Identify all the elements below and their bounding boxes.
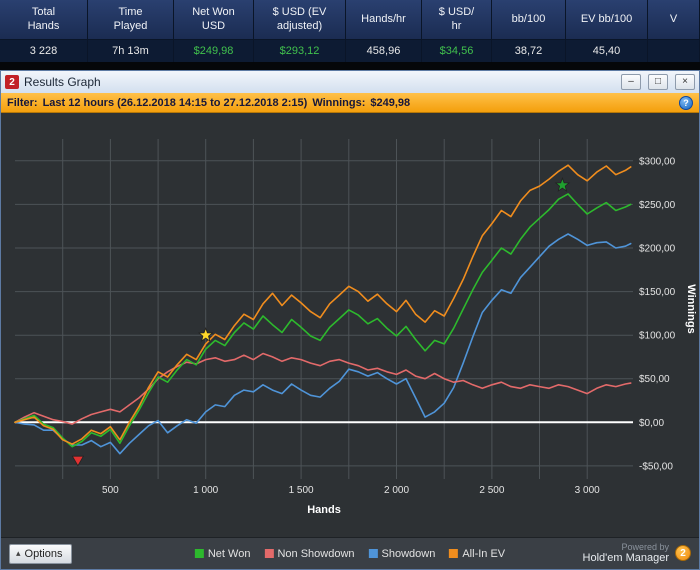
star-marker [554, 177, 571, 192]
winnings-graph: 500 1 000 1 500 2 000 2 500 3 000 -$50,00 $0,00… [14, 139, 676, 496]
stats-value-5: $34,56 [422, 40, 492, 62]
stats-column-header-2[interactable]: Net Won USD [174, 0, 254, 40]
window-title: Results Graph [24, 75, 101, 89]
x-axis-label: Hands [307, 504, 341, 516]
hm2-app-icon-text: 2 [9, 76, 15, 88]
y-axis-label: Winnings [685, 284, 697, 334]
x-tick-label: 500 [102, 485, 119, 496]
stats-value-7: 45,40 [566, 40, 648, 62]
y-tick-label: $100,00 [639, 331, 676, 342]
stats-column-header-4[interactable]: Hands/hr [346, 0, 422, 40]
y-tick-label: $200,00 [639, 244, 676, 255]
stats-value-6: 38,72 [492, 40, 566, 62]
winnings-value: $249,98 [370, 96, 411, 109]
powered-by: Powered by Hold'em Manager 2 [582, 541, 691, 565]
legend-swatch-net-won [194, 549, 204, 558]
y-tick-label: -$50,00 [639, 461, 673, 472]
y-tick-label: $50,00 [639, 374, 670, 385]
stats-column-header-8[interactable]: V [648, 0, 700, 40]
stats-value-1: 7h 13m [88, 40, 174, 62]
filter-range-text: Last 12 hours (26.12.2018 14:15 to 27.12… [42, 96, 308, 109]
powered-by-text: Powered by Hold'em Manager [582, 541, 669, 565]
series-non-showdown [14, 352, 632, 425]
y-tick-label: $250,00 [639, 200, 676, 211]
x-tick-label: 1 500 [289, 485, 314, 496]
stats-value-2: $249,98 [174, 40, 254, 62]
hm2-app-icon: 2 [5, 75, 19, 89]
legend-label-net-won: Net Won [207, 547, 251, 560]
status-bar: ▴ Options Net Won Non Showdown Showdown All… [1, 537, 699, 569]
x-tick-label: 1 000 [193, 485, 218, 496]
stats-value-8 [648, 40, 700, 62]
stats-column-header-3[interactable]: $ USD (EV adjusted) [254, 0, 346, 40]
series-all-in-ev [14, 164, 632, 445]
minimize-button[interactable]: – [621, 74, 641, 90]
chart-legend: Net Won Non Showdown Showdown All-In EV [194, 547, 505, 560]
legend-label-all-in-ev: All-In EV [462, 547, 506, 560]
stats-bar: Total Hands Time Played Net Won USD $ USD (… [0, 0, 700, 62]
stats-column-header-7[interactable]: EV bb/100 [566, 0, 648, 40]
results-graph-window: 2 Results Graph – □ × Filter: Last 12 ho… [0, 70, 700, 570]
x-tick-label: 2 500 [479, 485, 504, 496]
close-button[interactable]: × [675, 74, 695, 90]
restore-button[interactable]: □ [648, 74, 668, 90]
help-icon[interactable]: ? [679, 95, 693, 110]
legend-item-all-in-ev: All-In EV [449, 548, 505, 560]
hm2-badge-icon: 2 [675, 545, 691, 562]
filter-label: Filter: [7, 96, 38, 109]
powered-by-label: Powered by [621, 541, 669, 552]
y-tick-label: $0,00 [639, 418, 664, 429]
x-tick-label: 2 000 [384, 485, 409, 496]
legend-label-non-showdown: Non Showdown [277, 547, 355, 560]
legend-swatch-all-in-ev [449, 549, 459, 558]
legend-item-showdown: Showdown [368, 547, 436, 560]
legend-swatch-showdown [368, 549, 378, 558]
stats-column-header-5[interactable]: $ USD/ hr [422, 0, 492, 40]
y-tick-label: $150,00 [639, 287, 676, 298]
stats-value-0: 3 228 [0, 40, 88, 62]
brand-name: Hold'em Manager [582, 552, 669, 565]
series-net-won [14, 193, 632, 448]
series-showdown [14, 233, 632, 455]
stats-column-header-1[interactable]: Time Played [88, 0, 174, 40]
x-tick-label: 3 000 [575, 485, 600, 496]
star-marker [197, 327, 214, 342]
filter-bar: Filter: Last 12 hours (26.12.2018 14:15 … [1, 93, 699, 113]
legend-item-net-won: Net Won [194, 547, 251, 560]
chevron-up-icon: ▴ [16, 548, 21, 558]
winnings-label: Winnings: [312, 96, 366, 109]
stats-column-header-6[interactable]: bb/100 [492, 0, 566, 40]
stats-column-header-0[interactable]: Total Hands [0, 0, 88, 40]
stats-value-4: 458,96 [346, 40, 422, 62]
legend-label-showdown: Showdown [381, 547, 436, 560]
y-tick-label: $300,00 [639, 156, 676, 167]
stats-value-3: $293,12 [254, 40, 346, 62]
legend-swatch-non-showdown [264, 549, 274, 558]
options-button-label: Options [24, 547, 63, 560]
options-button[interactable]: ▴ Options [9, 543, 73, 564]
window-titlebar[interactable]: 2 Results Graph – □ × [1, 71, 699, 93]
legend-item-non-showdown: Non Showdown [264, 547, 355, 560]
desktop-background [0, 62, 700, 70]
results-chart: 500 1 000 1 500 2 000 2 500 3 000 -$50,00 $0,00… [1, 113, 699, 537]
triangle-down-marker [71, 455, 85, 467]
